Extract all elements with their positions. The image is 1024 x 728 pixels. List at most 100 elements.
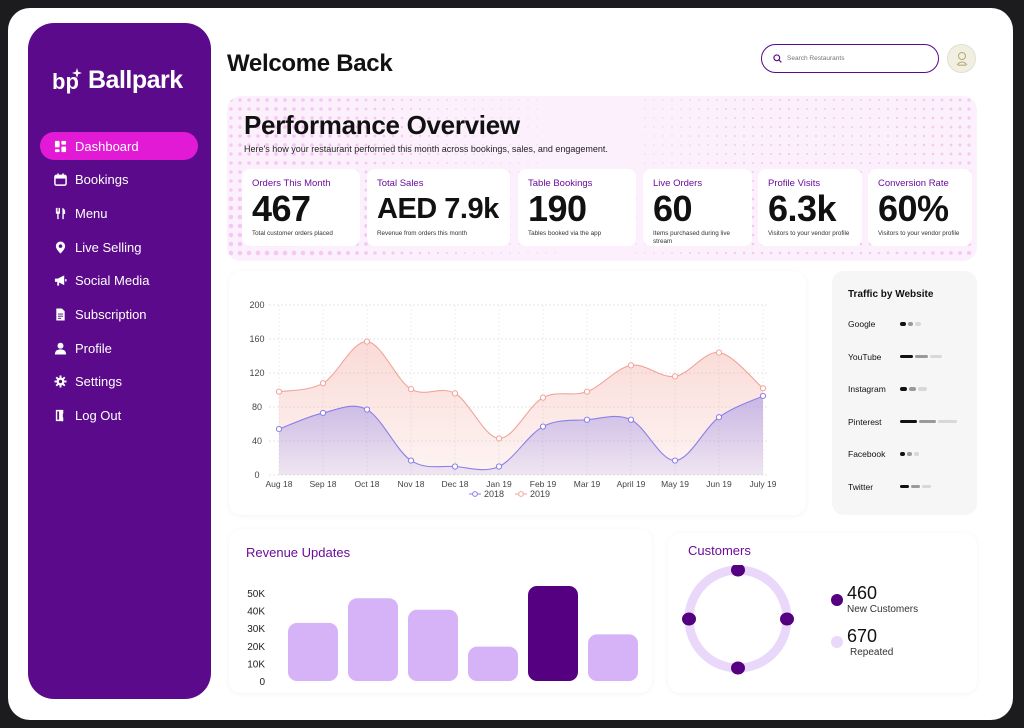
y-tick-label: 10K <box>247 659 265 670</box>
revenue-bar <box>288 622 338 681</box>
repeated-customers-value: 670 <box>847 626 878 646</box>
stat-label: Table Bookings <box>528 178 593 189</box>
x-tick-label: Aug 18 <box>266 479 293 489</box>
donut-segment-marker <box>731 565 745 577</box>
sidebar-item-label: Live Selling <box>75 239 142 255</box>
sidebar-item-log-out[interactable]: Log Out <box>40 402 198 430</box>
stat-label: Total Sales <box>377 178 424 189</box>
data-point-2019 <box>319 380 327 387</box>
search-bar[interactable] <box>761 44 939 73</box>
performance-overview: Performance Overview Here's how your res… <box>227 96 977 261</box>
sidebar-item-live-selling[interactable]: Live Selling <box>40 233 198 261</box>
sidebar-item-label: Bookings <box>75 172 129 188</box>
y-tick-label: 200 <box>249 300 264 310</box>
traffic-site-name: Instagram <box>848 384 886 394</box>
sidebar-item-bookings[interactable]: Bookings <box>40 166 198 194</box>
data-point-2018 <box>627 416 635 423</box>
sidebar-item-label: Settings <box>75 374 122 390</box>
stat-card-orders[interactable]: Orders This Month 467 Total customer ord… <box>242 169 360 246</box>
brand-name: Ballpark <box>88 65 183 94</box>
y-tick-label: 20K <box>247 642 265 653</box>
revenue-bar <box>408 609 458 681</box>
sidebar-item-menu[interactable]: Menu <box>40 199 198 227</box>
traffic-row-facebook: Facebook <box>848 447 968 461</box>
ballpark-logo-icon: bp <box>52 65 82 95</box>
avatar[interactable] <box>947 44 976 73</box>
x-tick-label: Dec 18 <box>442 479 469 489</box>
sidebar-item-settings[interactable]: Settings <box>40 368 198 396</box>
performance-title: Performance Overview <box>244 110 520 140</box>
stat-card-live-orders[interactable]: Live Orders 60 Items purchased during li… <box>643 169 752 246</box>
stat-description: Items purchased during live stream <box>653 230 731 245</box>
data-point-2019 <box>671 373 679 380</box>
x-tick-label: Feb 19 <box>530 479 557 489</box>
traffic-bar-segment <box>938 419 957 424</box>
document-icon <box>54 308 67 321</box>
traffic-bars <box>900 419 957 424</box>
x-tick-label: April 19 <box>617 479 646 489</box>
data-point-2019 <box>363 338 371 345</box>
orders-chart-card: 0 40 80 120 160 200 Aug 18 Sep 18 Oct 18 Nov 18 De… <box>229 271 806 515</box>
sidebar-item-subscription[interactable]: Subscription <box>40 300 198 328</box>
search-input[interactable] <box>787 55 927 62</box>
logout-icon <box>54 409 67 422</box>
data-point-2018 <box>715 414 723 421</box>
traffic-bar-segment <box>911 484 920 489</box>
traffic-row-pinterest: Pinterest <box>848 415 968 429</box>
stat-label: Live Orders <box>653 178 703 189</box>
sidebar-item-profile[interactable]: Profile <box>40 334 198 362</box>
stat-value: 60% <box>878 188 949 229</box>
sidebar-item-label: Log Out <box>75 408 122 423</box>
brand-logo[interactable]: bp Ballpark <box>52 65 183 95</box>
stat-value: AED 7.9k <box>377 193 499 225</box>
traffic-row-instagram: Instagram <box>848 382 968 396</box>
sidebar-item-label: Social Media <box>75 273 150 289</box>
donut-segment-marker <box>780 612 794 626</box>
x-tick-label: Mar 19 <box>574 479 601 489</box>
stat-label: Conversion Rate <box>878 178 949 189</box>
traffic-bar-segment <box>915 322 921 326</box>
legend-label-2018: 2018 <box>484 489 504 499</box>
data-point-2018 <box>363 406 371 413</box>
x-tick-label: May 19 <box>661 479 689 489</box>
data-point-2018 <box>451 463 459 470</box>
stat-value: 467 <box>252 188 311 229</box>
revenue-bar <box>468 646 518 681</box>
calendar-icon <box>54 173 67 187</box>
stat-value: 190 <box>528 188 587 229</box>
y-tick-label: 40K <box>247 607 265 618</box>
data-point-2018 <box>495 463 503 470</box>
stat-card-sales[interactable]: Total Sales AED 7.9k Revenue from orders… <box>367 169 510 246</box>
data-point-2018 <box>583 416 591 423</box>
donut-ring <box>684 565 792 673</box>
sidebar: bp Ballpark Dashboard Bookings Menu Liv <box>28 23 211 699</box>
x-tick-label: Oct 18 <box>354 479 379 489</box>
legend-dot-new <box>831 594 843 606</box>
new-customers-value: 460 <box>847 583 878 603</box>
traffic-bar-segment <box>909 387 916 391</box>
y-tick-label: 160 <box>249 334 264 344</box>
stat-card-conversion-rate[interactable]: Conversion Rate 60% Visitors to your ven… <box>868 169 972 246</box>
customers-donut-chart <box>682 565 794 675</box>
traffic-bar-segment <box>900 354 913 359</box>
data-point-2018 <box>539 423 547 430</box>
legend-marker-2019 <box>518 491 524 497</box>
megaphone-icon <box>54 274 67 287</box>
performance-subtitle: Here's how your restaurant performed thi… <box>244 144 608 154</box>
data-point-2019 <box>715 349 723 356</box>
traffic-row-twitter: Twitter <box>848 480 968 494</box>
traffic-bars <box>900 452 919 456</box>
stat-card-profile-visits[interactable]: Profile Visits 6.3k Visitors to your ven… <box>758 169 862 246</box>
sidebar-nav: Dashboard Bookings Menu Live Selling Soc… <box>40 132 198 435</box>
revenue-bar <box>588 634 638 681</box>
traffic-site-name: Twitter <box>848 481 874 492</box>
revenue-title: Revenue Updates <box>246 545 351 560</box>
stat-card-table-bookings[interactable]: Table Bookings 190 Tables booked via the… <box>518 169 636 246</box>
data-point-2019 <box>627 362 635 369</box>
data-point-2018 <box>407 457 415 464</box>
traffic-bar-segment <box>918 387 927 391</box>
revenue-bar-chart: 0 10K 20K 30K 40K 50K <box>247 585 638 688</box>
traffic-bar-segment <box>915 354 928 359</box>
sidebar-item-social-media[interactable]: Social Media <box>40 267 198 295</box>
sidebar-item-dashboard[interactable]: Dashboard <box>40 132 198 160</box>
